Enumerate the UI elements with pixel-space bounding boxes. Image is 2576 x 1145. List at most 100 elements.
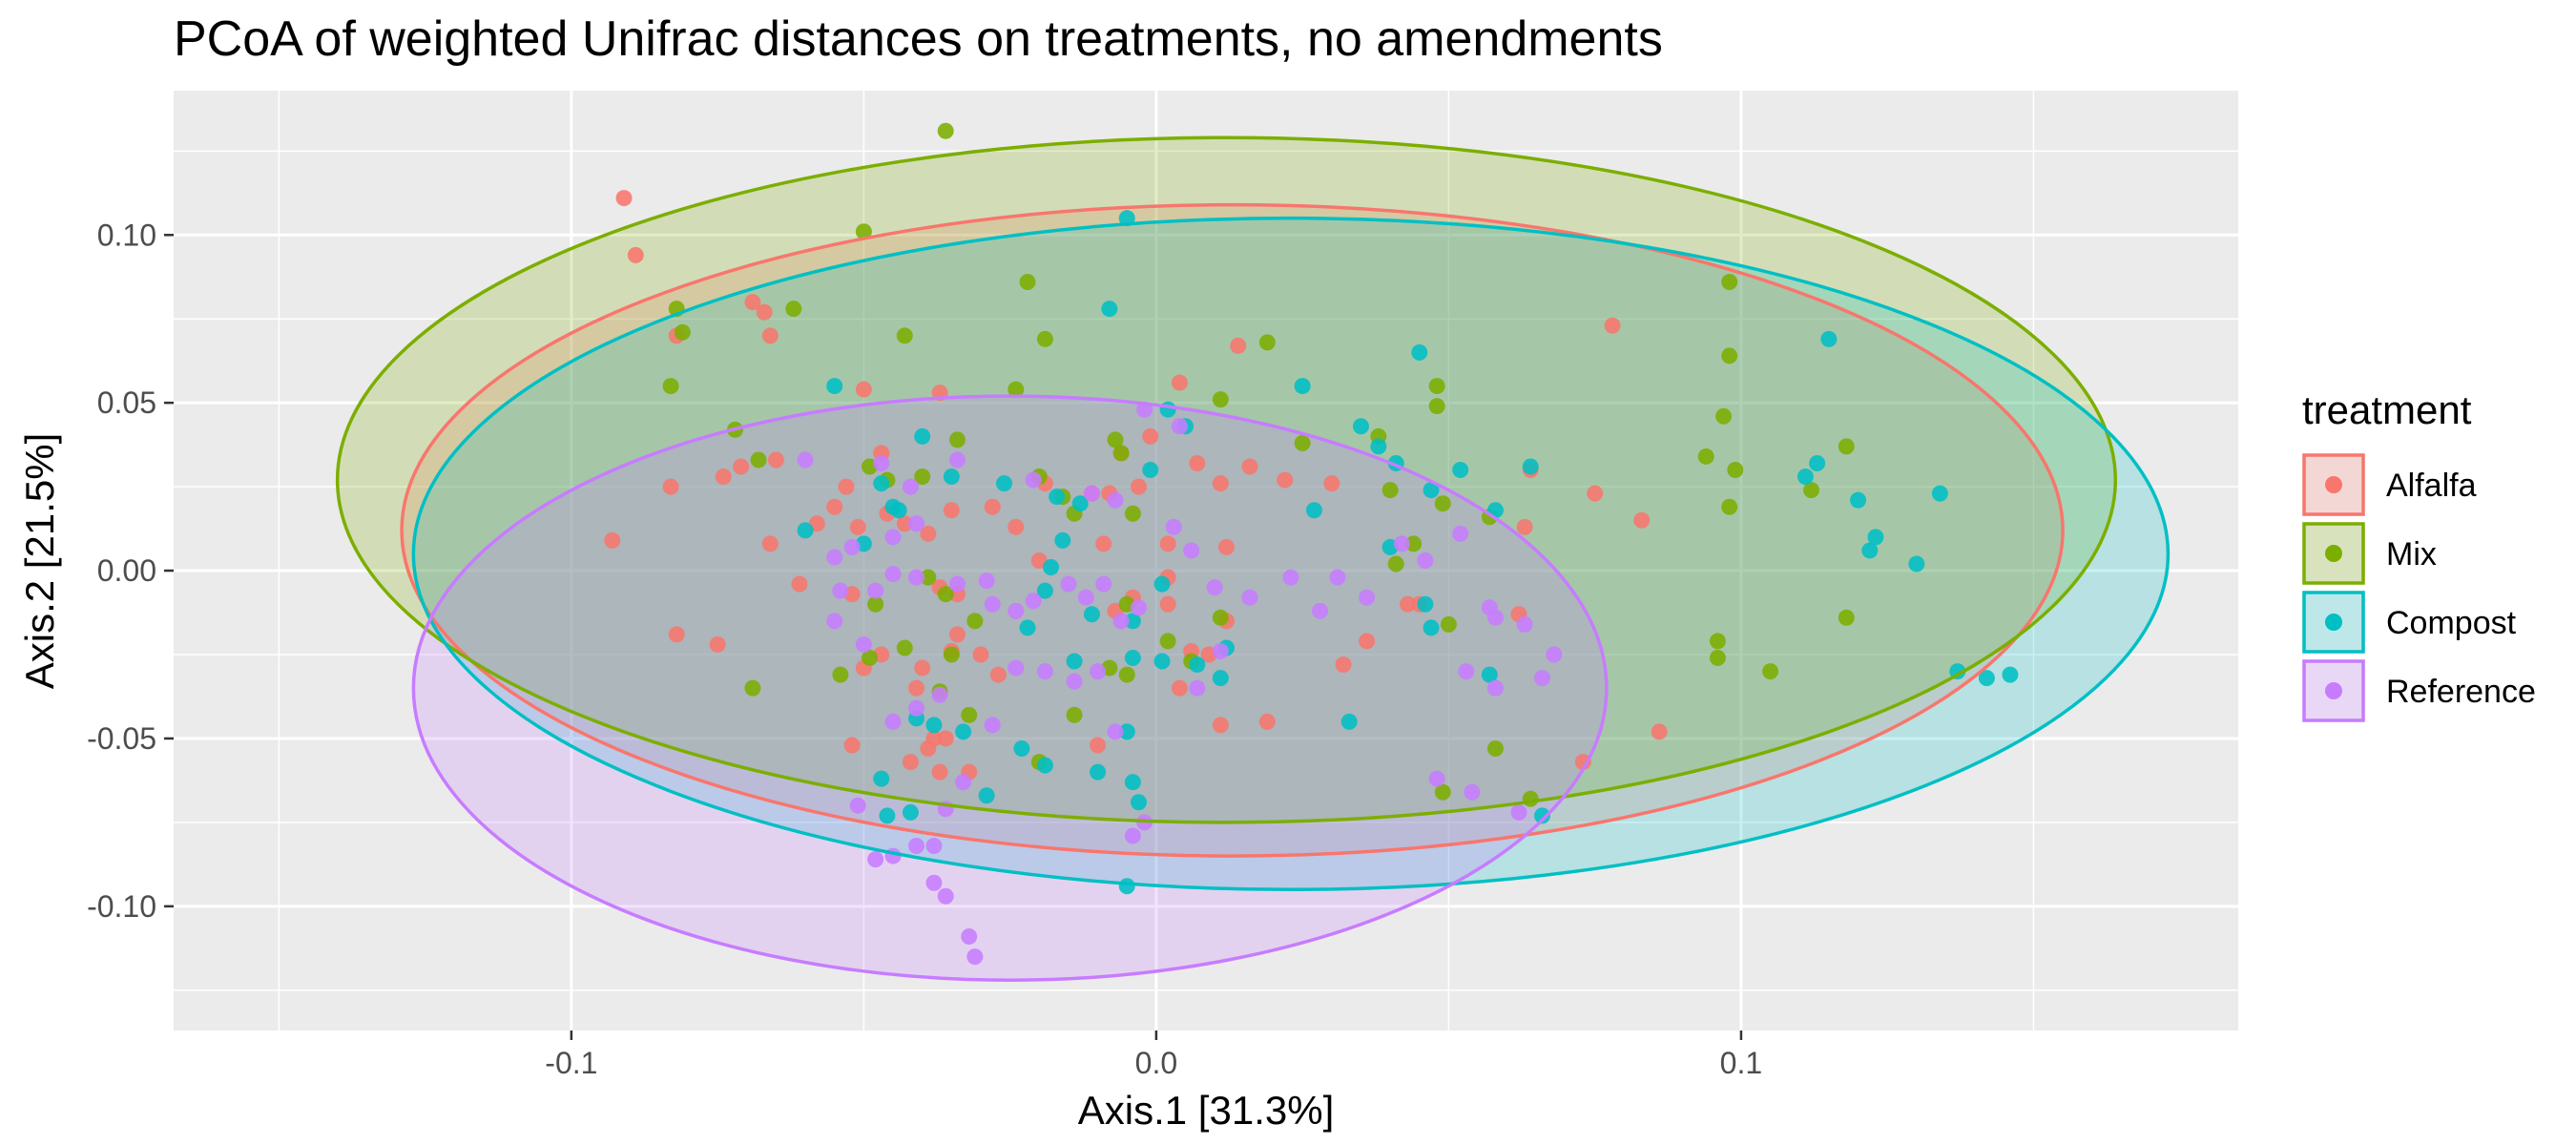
point-mix-11 [750, 451, 767, 468]
point-reference-56 [925, 874, 943, 891]
point-compost-26 [955, 723, 972, 740]
point-mix-29 [1381, 482, 1399, 499]
point-reference-45 [1510, 803, 1527, 821]
point-compost-43 [1370, 438, 1387, 455]
point-compost-55 [1340, 713, 1358, 730]
point-reference-64 [931, 686, 948, 703]
point-alfalfa-73 [1399, 595, 1416, 613]
point-reference-32 [1359, 589, 1376, 606]
point-mix-33 [1434, 783, 1451, 801]
point-compost-37 [1118, 723, 1135, 740]
y-tick-label: -0.10 [87, 889, 156, 924]
point-alfalfa-31 [1230, 337, 1247, 354]
point-mix-56 [1715, 407, 1733, 425]
point-alfalfa-47 [914, 659, 931, 677]
legend-key-reference [2302, 659, 2365, 722]
point-mix-21 [1212, 391, 1229, 408]
point-alfalfa-65 [1159, 595, 1176, 613]
point-compost-18 [1124, 613, 1141, 630]
point-alfalfa-39 [1095, 535, 1112, 552]
point-alfalfa-56 [931, 763, 948, 781]
point-alfalfa-29 [1142, 427, 1159, 445]
point-alfalfa-5 [761, 327, 779, 344]
point-compost-40 [1294, 378, 1311, 395]
point-compost-3 [914, 427, 931, 445]
point-alfalfa-69 [1212, 717, 1229, 734]
ellipse-outline-mix [335, 135, 2118, 824]
point-compost-59 [1820, 330, 1838, 347]
point-mix-37 [832, 666, 849, 683]
point-compost-33 [873, 770, 890, 787]
point-mix-58 [1697, 448, 1714, 465]
point-reference-55 [908, 838, 925, 855]
point-compost-12 [1071, 495, 1089, 512]
point-mix-3 [674, 323, 691, 341]
point-compost-46 [1452, 462, 1469, 479]
point-alfalfa-78 [1587, 485, 1604, 502]
point-mix-4 [785, 301, 802, 318]
point-reference-20 [1060, 575, 1077, 593]
point-reference-2 [902, 478, 919, 495]
point-compost-34 [902, 803, 919, 821]
legend-dot-alfalfa [2325, 476, 2342, 493]
point-reference-31 [1329, 569, 1346, 586]
point-alfalfa-33 [1212, 475, 1229, 492]
point-reference-15 [948, 575, 966, 593]
point-reference-62 [884, 713, 902, 730]
point-reference-42 [1458, 663, 1475, 680]
point-alfalfa-6 [604, 531, 621, 549]
point-alfalfa-2 [744, 294, 761, 311]
point-reference-60 [925, 838, 943, 855]
legend-label-reference: Reference [2386, 674, 2536, 710]
point-alfalfa-17 [849, 518, 866, 535]
point-alfalfa-62 [1090, 737, 1107, 754]
point-reference-44 [1428, 770, 1445, 787]
point-reference-35 [1452, 525, 1469, 542]
point-reference-68 [1066, 673, 1083, 690]
point-reference-29 [1282, 569, 1299, 586]
point-reference-58 [961, 928, 978, 945]
point-reference-24 [1131, 599, 1148, 616]
x-tick-label: 0.0 [1135, 1046, 1177, 1080]
y-tick-label: 0.05 [97, 385, 156, 420]
point-mix-46 [961, 706, 978, 723]
point-reference-66 [1008, 659, 1025, 677]
point-mix-23 [1294, 434, 1311, 451]
point-mix-9 [662, 378, 679, 395]
point-mix-30 [1405, 535, 1423, 552]
point-compost-2 [826, 378, 843, 395]
point-mix-25 [1428, 378, 1445, 395]
point-mix-19 [1124, 505, 1141, 522]
point-reference-33 [1393, 535, 1410, 552]
point-compost-13 [1054, 531, 1071, 549]
y-axis: -0.10 -0.05 0.00 0.05 0.10 [87, 218, 174, 924]
point-alfalfa-23 [1008, 518, 1025, 535]
point-alfalfa-14 [855, 381, 872, 398]
point-alfalfa-15 [826, 498, 843, 515]
point-mix-67 [1212, 609, 1229, 626]
ellipse-fill-reference [413, 396, 1607, 981]
point-reference-11 [832, 582, 849, 599]
point-mix-39 [867, 595, 884, 613]
point-reference-3 [948, 451, 966, 468]
point-compost-22 [1124, 650, 1141, 667]
point-alfalfa-9 [733, 458, 750, 475]
point-mix-44 [920, 569, 937, 586]
point-alfalfa-81 [1574, 754, 1591, 771]
point-compost-19 [1153, 653, 1171, 670]
point-reference-10 [826, 549, 843, 566]
point-alfalfa-7 [662, 478, 679, 495]
point-compost-68 [1142, 462, 1159, 479]
point-alfalfa-79 [1633, 511, 1651, 529]
point-mix-64 [1709, 650, 1726, 667]
point-compost-9 [943, 468, 960, 486]
point-compost-32 [978, 787, 995, 804]
point-mix-42 [966, 613, 984, 630]
data-points [604, 122, 2019, 966]
point-reference-1 [873, 454, 890, 471]
point-mix-32 [1440, 615, 1457, 633]
point-reference-9 [843, 538, 861, 555]
point-alfalfa-80 [1604, 317, 1621, 334]
point-alfalfa-0 [615, 190, 633, 207]
point-alfalfa-34 [1241, 458, 1258, 475]
